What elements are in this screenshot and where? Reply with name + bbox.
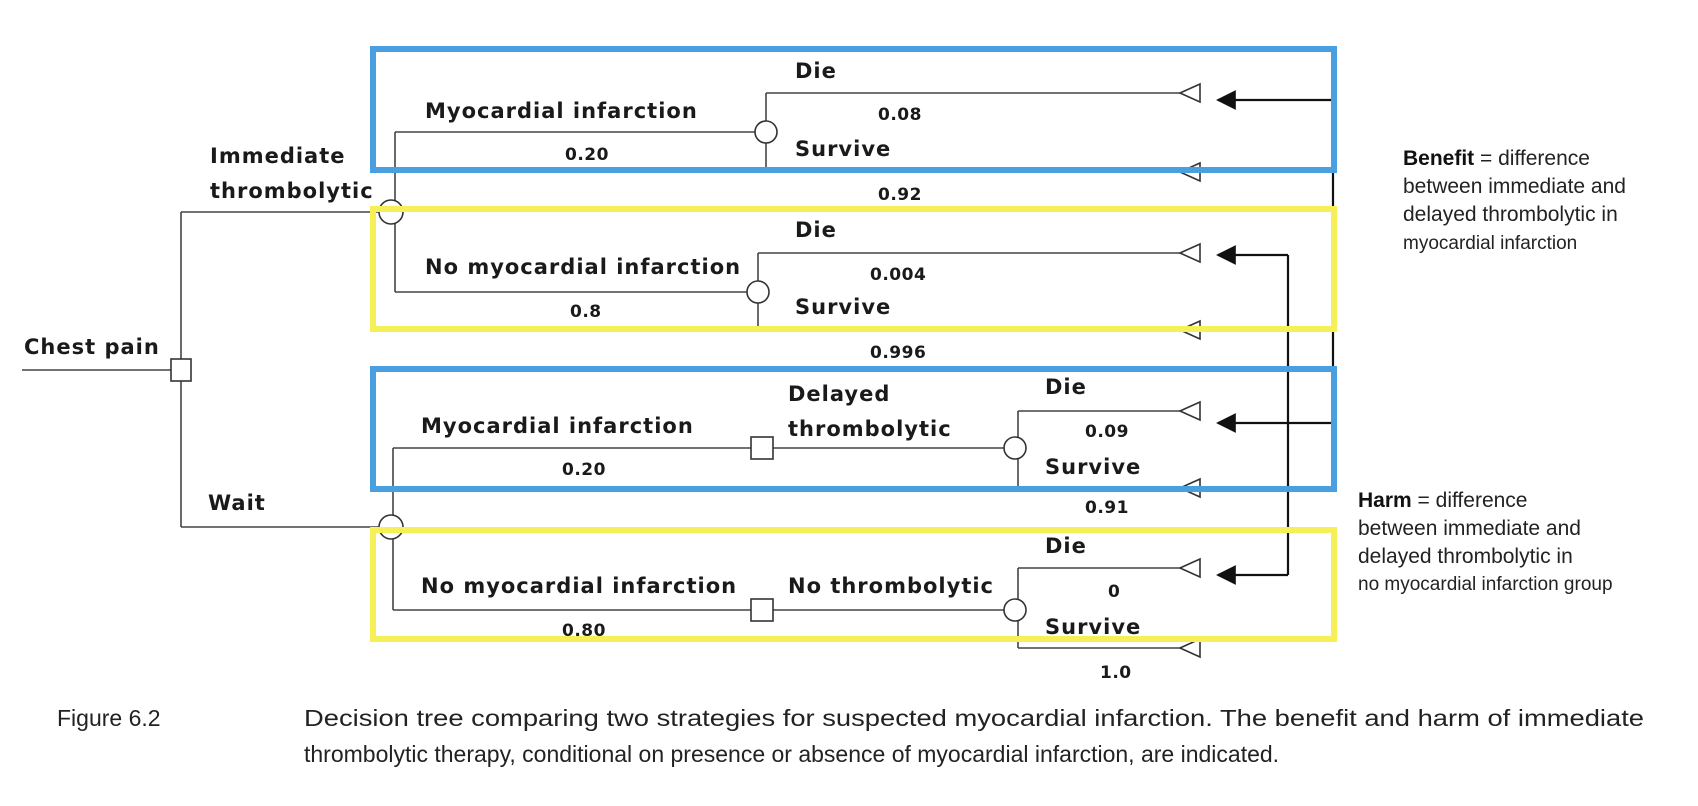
wait-mi-prob: 0.20 [562, 460, 606, 480]
wait-mi-survive-label: Survive [1045, 455, 1141, 479]
benefit-annotation-title: Benefit = difference [1403, 147, 1590, 170]
figure-number: Figure 6.2 [57, 705, 161, 731]
wait-mi-survive-prob: 0.91 [1085, 498, 1129, 518]
imm-mi-die-prob: 0.08 [878, 105, 922, 125]
decision-node-wait-nomi [750, 598, 774, 622]
imm-mi-survive-label: Survive [795, 137, 891, 161]
wait-mi-decision-line2: thrombolytic [788, 417, 952, 441]
imm-mi-survive-prob: 0.92 [878, 185, 922, 205]
wait-mi-die-prob: 0.09 [1085, 422, 1129, 442]
wait-nomi-label: No myocardial infarction [421, 574, 737, 598]
harm-highlight-box-delayed [370, 527, 1337, 642]
harm-highlight-box-immediate [370, 206, 1337, 332]
terminal-imm-nomi-die [1178, 242, 1201, 264]
chance-node-imm-mi [754, 120, 778, 144]
wait-nomi-survive-label: Survive [1045, 615, 1141, 639]
wait-nomi-survive-prob: 1.0 [1100, 663, 1132, 683]
root-label: Chest pain [24, 335, 160, 359]
decision-node-wait-mi [750, 436, 774, 460]
chance-node-wait-nomi [1003, 598, 1027, 622]
imm-nomi-die-label: Die [795, 218, 837, 242]
strategy-wait-label: Wait [208, 491, 266, 515]
terminal-imm-mi-die [1178, 82, 1201, 104]
wait-nomi-die-prob: 0 [1108, 582, 1120, 602]
caption-line1: Decision tree comparing two strategies f… [304, 705, 1644, 731]
terminal-wait-mi-die [1178, 400, 1201, 422]
chance-node-imm-nomi [746, 280, 770, 304]
harm-annotation-title: Harm = difference [1358, 489, 1527, 512]
terminal-wait-nomi-survive [1178, 637, 1201, 659]
wait-mi-label: Myocardial infarction [421, 414, 694, 438]
benefit-highlight-box-immediate [370, 46, 1337, 173]
benefit-annotation-line1: between immediate and [1403, 175, 1626, 198]
wait-mi-die-label: Die [1045, 375, 1087, 399]
harm-annotation-line1: between immediate and [1358, 517, 1581, 540]
imm-mi-label: Myocardial infarction [425, 99, 698, 123]
imm-nomi-die-prob: 0.004 [870, 265, 926, 285]
benefit-annotation-line3: myocardial infarction [1403, 233, 1577, 254]
harm-annotation-line2: delayed thrombolytic in [1358, 545, 1573, 568]
harm-annotation-line3: no myocardial infarction group [1358, 574, 1613, 595]
decision-node-root [170, 358, 192, 382]
terminal-wait-nomi-die [1178, 557, 1201, 579]
strategy-immediate-line1: Immediate [210, 144, 346, 168]
imm-nomi-label: No myocardial infarction [425, 255, 741, 279]
imm-mi-die-label: Die [795, 59, 837, 83]
strategy-immediate-line2: thrombolytic [210, 179, 374, 203]
benefit-highlight-box-delayed [370, 366, 1337, 492]
imm-mi-prob: 0.20 [565, 145, 609, 165]
imm-nomi-survive-prob: 0.996 [870, 343, 926, 363]
imm-nomi-prob: 0.8 [570, 302, 602, 322]
wait-nomi-decision: No thrombolytic [788, 574, 994, 598]
caption-line2: thrombolytic therapy, conditional on pre… [304, 741, 1279, 767]
imm-nomi-survive-label: Survive [795, 295, 891, 319]
chance-node-wait-mi [1003, 436, 1027, 460]
wait-nomi-die-label: Die [1045, 534, 1087, 558]
benefit-annotation-line2: delayed thrombolytic in [1403, 203, 1618, 226]
wait-mi-decision-line1: Delayed [788, 382, 890, 406]
